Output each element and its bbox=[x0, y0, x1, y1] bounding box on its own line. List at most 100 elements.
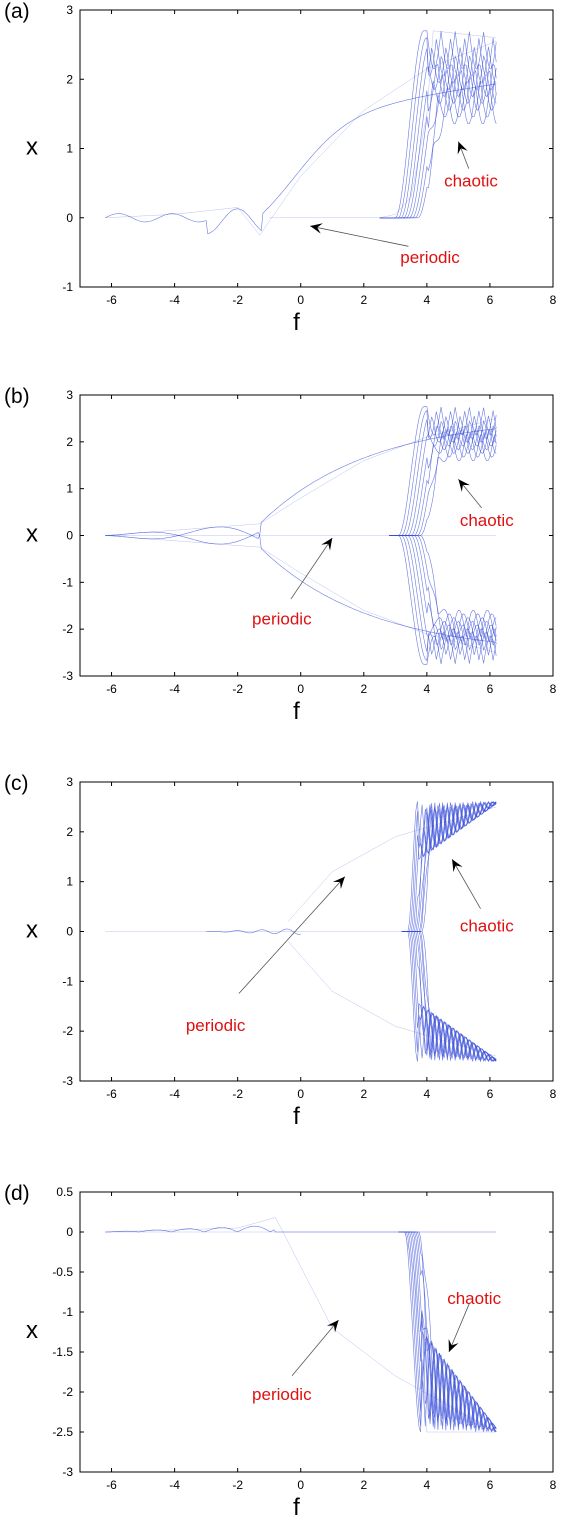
annotation-arrowhead bbox=[457, 141, 468, 155]
x-axis-label: f bbox=[293, 1103, 300, 1130]
y-tick-label: -1 bbox=[62, 974, 73, 988]
x-tick-label: 2 bbox=[360, 293, 367, 307]
y-tick-label: 3 bbox=[66, 388, 73, 402]
x-tick-label: 6 bbox=[487, 1087, 494, 1101]
x-tick-label: -2 bbox=[232, 1087, 243, 1101]
data-series-line bbox=[105, 1231, 497, 1433]
x-tick-label: -2 bbox=[232, 1478, 243, 1492]
annotation-arrowhead bbox=[326, 1320, 339, 1333]
y-tick-label: -3 bbox=[62, 1465, 73, 1479]
x-tick-label: -4 bbox=[169, 293, 180, 307]
y-tick-label: 3 bbox=[66, 775, 73, 789]
bifurcation-trace bbox=[379, 37, 497, 219]
bifurcation-trace bbox=[379, 30, 497, 219]
y-tick-label: 3 bbox=[66, 3, 73, 17]
x-tick-label: 2 bbox=[360, 1478, 367, 1492]
plot-area bbox=[105, 30, 497, 236]
panel-a: -6 -4 -2 0 2 4 6 8 -1 0 1 2 3 f x (a) chaotic periodic bbox=[4, 0, 557, 336]
x-tick-label: 8 bbox=[550, 293, 557, 307]
x-tick-label: -6 bbox=[106, 1087, 117, 1101]
panel-b: -6 -4 -2 0 2 4 6 8 -3 -2 -1 0 1 2 3 f x (b) chaotic periodi… bbox=[4, 385, 557, 725]
data-series-line bbox=[105, 418, 497, 536]
panel-c: -6 -4 -2 0 2 4 6 8 -3 -2 -1 0 1 2 3 f x (c) chaotic periodi… bbox=[4, 772, 557, 1130]
x-tick-label: -6 bbox=[106, 682, 117, 696]
y-tick-label: 2 bbox=[66, 72, 73, 86]
annotation-label: chaotic bbox=[444, 172, 498, 191]
y-tick-label: -2 bbox=[62, 622, 73, 636]
y-axis-label: x bbox=[26, 134, 38, 161]
annotation-label: chaotic bbox=[447, 1289, 501, 1308]
y-tick-label: 2 bbox=[66, 435, 73, 449]
annotation-arrowhead bbox=[448, 1339, 459, 1352]
panel-d: -6 -4 -2 0 2 4 6 8 -3 -2.5 -2 -1.5 -1 -0.5 0 0.5 f x (d) ch… bbox=[4, 1182, 557, 1520]
y-tick-label: -1 bbox=[62, 575, 73, 589]
annotation-arrowhead bbox=[310, 223, 323, 234]
panel-label: (b) bbox=[4, 385, 30, 408]
plot-area bbox=[105, 800, 497, 1063]
y-tick-label: -3 bbox=[62, 669, 73, 683]
y-tick-label: 0 bbox=[66, 529, 73, 543]
x-tick-label: 4 bbox=[424, 293, 431, 307]
x-tick-label: 2 bbox=[360, 682, 367, 696]
annotation-arrow-line bbox=[310, 225, 409, 247]
data-series-line bbox=[105, 40, 497, 236]
bifurcation-trace bbox=[398, 1231, 497, 1431]
y-tick-label: -1 bbox=[62, 1305, 73, 1319]
annotation-arrow-line bbox=[451, 859, 481, 909]
bifurcation-trace bbox=[398, 1231, 497, 1433]
bifurcation-trace bbox=[398, 1231, 497, 1432]
x-tick-label: -4 bbox=[169, 1087, 180, 1101]
y-tick-label: -2.5 bbox=[52, 1425, 73, 1439]
bifurcation-trace bbox=[389, 535, 497, 662]
y-axis-label: x bbox=[26, 521, 38, 548]
bifurcation-trace bbox=[105, 1225, 497, 1233]
data-series-line bbox=[287, 941, 497, 1057]
y-tick-label: 0 bbox=[66, 211, 73, 225]
plot-area bbox=[105, 1217, 497, 1433]
bifurcation-trace bbox=[398, 1231, 497, 1433]
x-axis-label: f bbox=[293, 309, 300, 336]
annotation-label: chaotic bbox=[460, 511, 514, 530]
x-tick-label: 4 bbox=[424, 1087, 431, 1101]
annotation-label: periodic bbox=[400, 248, 460, 267]
x-tick-label: 0 bbox=[297, 682, 304, 696]
x-tick-label: 0 bbox=[297, 1087, 304, 1101]
annotation-label: chaotic bbox=[460, 917, 514, 936]
y-tick-label: -2 bbox=[62, 1024, 73, 1038]
bifurcation-trace bbox=[389, 406, 497, 536]
data-series-line bbox=[287, 806, 497, 922]
data-series-line bbox=[105, 535, 497, 653]
annotation-arrowhead bbox=[321, 537, 333, 551]
bifurcation-trace bbox=[389, 535, 497, 638]
x-tick-label: 4 bbox=[424, 682, 431, 696]
x-tick-label: 8 bbox=[550, 1478, 557, 1492]
annotation-arrowhead bbox=[332, 876, 345, 890]
x-tick-label: -2 bbox=[232, 682, 243, 696]
y-tick-label: 1 bbox=[66, 875, 73, 889]
plot-frame bbox=[79, 1191, 554, 1473]
panel-label: (a) bbox=[4, 0, 30, 23]
x-tick-label: -6 bbox=[106, 293, 117, 307]
bifurcation-trace bbox=[105, 534, 497, 643]
annotation-label: periodic bbox=[252, 609, 312, 628]
y-tick-label: 1 bbox=[66, 482, 73, 496]
annotation-arrowhead bbox=[452, 859, 463, 873]
bifurcation-trace bbox=[105, 83, 497, 234]
x-tick-label: -6 bbox=[106, 1478, 117, 1492]
x-tick-label: -4 bbox=[169, 682, 180, 696]
x-tick-label: 6 bbox=[487, 682, 494, 696]
x-axis-label: f bbox=[293, 698, 300, 725]
x-tick-label: -2 bbox=[232, 293, 243, 307]
annotation-arrowhead bbox=[458, 479, 471, 492]
y-tick-label: 0.5 bbox=[56, 1185, 73, 1199]
x-tick-label: 4 bbox=[424, 1478, 431, 1492]
y-axis-label: x bbox=[26, 917, 38, 944]
bifurcation-trace bbox=[398, 1231, 497, 1433]
y-tick-label: -0.5 bbox=[52, 1265, 73, 1279]
annotation-arrow-line bbox=[448, 1302, 470, 1353]
bifurcation-trace bbox=[105, 428, 497, 537]
x-tick-label: 6 bbox=[487, 293, 494, 307]
x-tick-label: 0 bbox=[297, 1478, 304, 1492]
x-tick-label: 0 bbox=[297, 293, 304, 307]
